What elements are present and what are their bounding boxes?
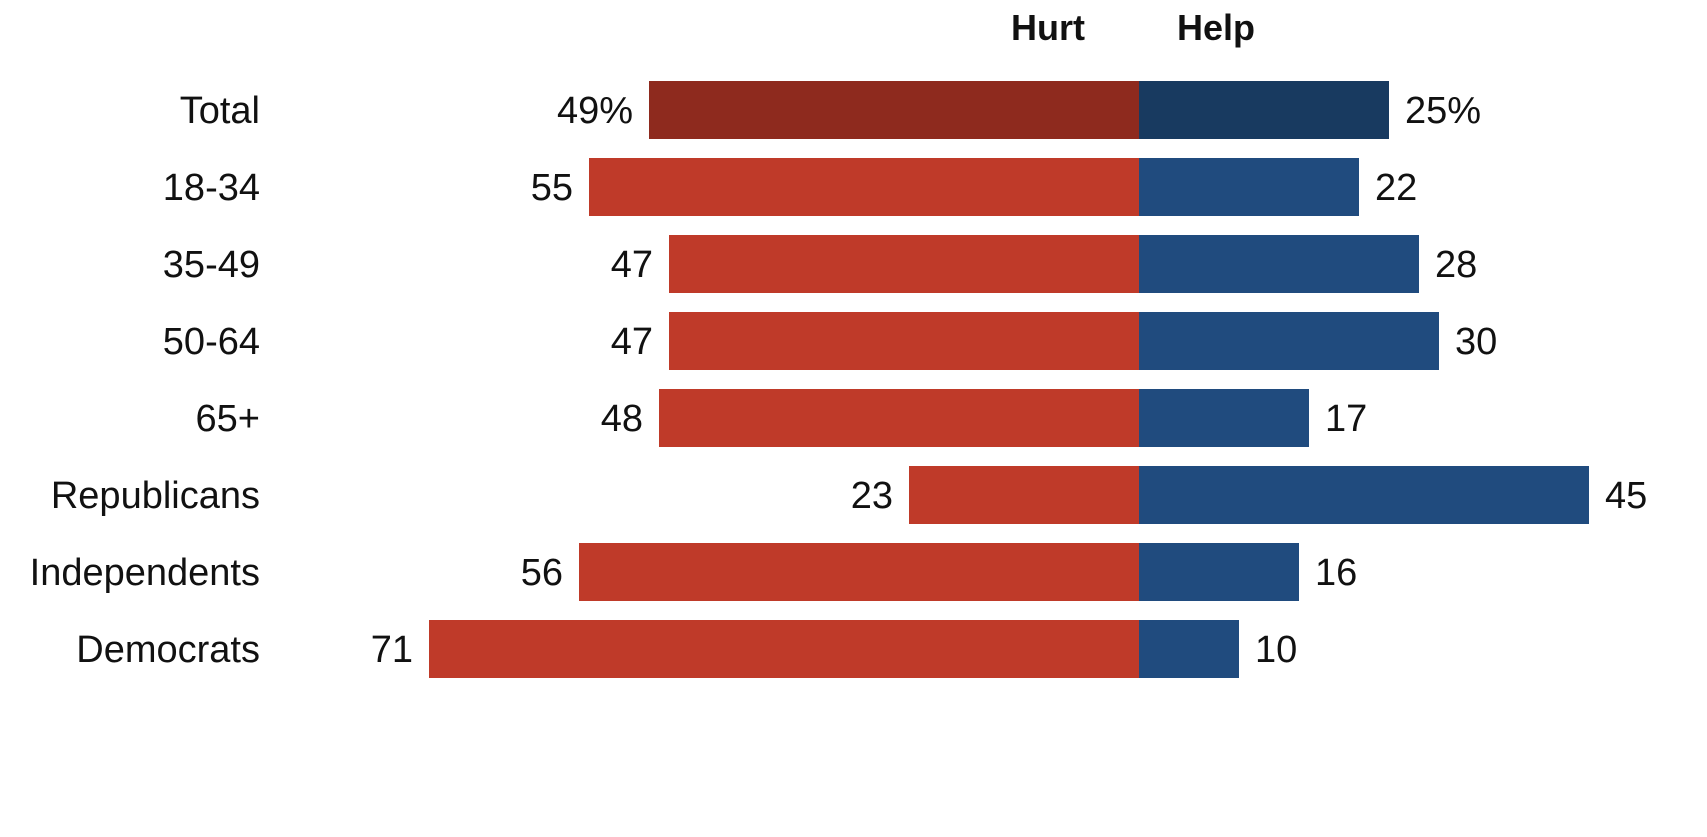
bar-help xyxy=(1139,312,1439,370)
bar-help xyxy=(1139,466,1589,524)
bar-hurt xyxy=(429,620,1139,678)
bar-hurt xyxy=(659,389,1139,447)
value-label-help: 16 xyxy=(1315,552,1357,594)
value-label-hurt: 23 xyxy=(851,475,893,517)
bar-help xyxy=(1139,235,1419,293)
header-hurt: Hurt xyxy=(1011,7,1085,48)
row-democrats: Democrats 71 10 xyxy=(76,620,1297,678)
bar-hurt xyxy=(669,235,1139,293)
value-label-hurt: 55 xyxy=(531,167,573,209)
row-65: 65+ 48 17 xyxy=(196,389,1367,447)
value-label-help: 10 xyxy=(1255,629,1297,671)
row-total: Total 49% 25% xyxy=(180,81,1481,139)
row-35-49: 35-49 47 28 xyxy=(163,235,1477,293)
value-label-hurt: 71 xyxy=(371,629,413,671)
row-republicans: Republicans 23 45 xyxy=(51,466,1647,524)
bar-rows: Total 49% 25% 18-34 55 22 35-49 47 28 50-64 47 30 65… xyxy=(30,81,1647,678)
row-50-64: 50-64 47 30 xyxy=(163,312,1497,370)
category-label: 35-49 xyxy=(163,244,260,286)
bar-help xyxy=(1139,620,1239,678)
value-label-hurt: 48 xyxy=(601,398,643,440)
bar-hurt xyxy=(909,466,1139,524)
category-label: Total xyxy=(180,90,260,132)
category-label: 18-34 xyxy=(163,167,260,209)
category-label: 65+ xyxy=(196,398,260,440)
category-label: Democrats xyxy=(76,629,260,671)
header-help: Help xyxy=(1177,7,1255,48)
value-label-help: 25% xyxy=(1405,90,1481,132)
bar-hurt xyxy=(589,158,1139,216)
bar-help xyxy=(1139,158,1359,216)
bar-help xyxy=(1139,389,1309,447)
value-label-hurt: 47 xyxy=(611,244,653,286)
category-label: 50-64 xyxy=(163,321,260,363)
value-label-help: 17 xyxy=(1325,398,1367,440)
category-label: Republicans xyxy=(51,475,260,517)
bar-help xyxy=(1139,81,1389,139)
row-18-34: 18-34 55 22 xyxy=(163,158,1417,216)
value-label-help: 22 xyxy=(1375,167,1417,209)
row-independents: Independents 56 16 xyxy=(30,543,1357,601)
bar-hurt xyxy=(649,81,1139,139)
bar-hurt xyxy=(579,543,1139,601)
value-label-hurt: 49% xyxy=(557,90,633,132)
value-label-hurt: 56 xyxy=(521,552,563,594)
value-label-help: 28 xyxy=(1435,244,1477,286)
bar-help xyxy=(1139,543,1299,601)
category-label: Independents xyxy=(30,552,260,594)
value-label-hurt: 47 xyxy=(611,321,653,363)
value-label-help: 30 xyxy=(1455,321,1497,363)
bar-hurt xyxy=(669,312,1139,370)
value-label-help: 45 xyxy=(1605,475,1647,517)
